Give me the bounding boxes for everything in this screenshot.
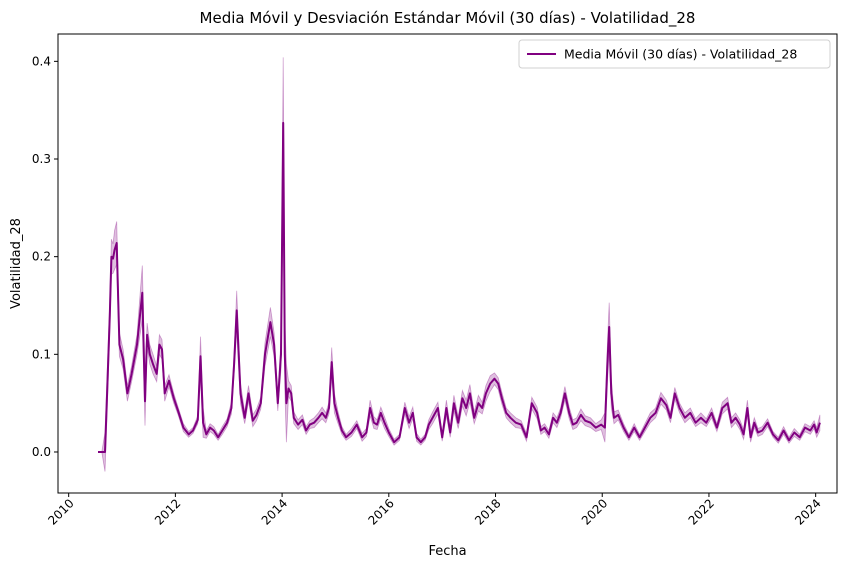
- x-tick-label: 2018: [472, 496, 503, 527]
- x-tick-label: 2020: [579, 496, 610, 527]
- chart-title: Media Móvil y Desviación Estándar Móvil …: [200, 9, 696, 28]
- x-tick-label: 2016: [365, 496, 396, 527]
- legend-entry-label: Media Móvil (30 días) - Volatilidad_28: [564, 47, 797, 62]
- y-tick-label: 0.3: [32, 152, 51, 166]
- plot-area-frame: [57, 33, 838, 494]
- y-tick-label: 0.0: [32, 445, 51, 459]
- x-axis-ticks: 2010 2012 2014 2016 2018 2020 2022 2024: [45, 493, 824, 528]
- legend: Media Móvil (30 días) - Volatilidad_28: [518, 39, 831, 69]
- x-tick-label: 2014: [259, 496, 290, 527]
- x-tick-label: 2012: [152, 496, 183, 527]
- x-tick-label: 2024: [792, 496, 823, 527]
- std-band: [98, 57, 821, 472]
- x-tick-label: 2010: [45, 496, 76, 527]
- y-tick-label: 0.2: [32, 250, 51, 264]
- x-axis-label: Fecha: [428, 544, 466, 559]
- std-band-layer: [98, 57, 821, 472]
- y-axis-label: Volatilidad_28: [9, 218, 24, 309]
- y-axis-ticks: 0.0 0.1 0.2 0.3 0.4: [32, 54, 58, 459]
- moving-average-line: [98, 121, 821, 453]
- y-tick-label: 0.4: [32, 54, 51, 68]
- x-tick-label: 2022: [686, 496, 717, 527]
- y-tick-label: 0.1: [32, 347, 51, 361]
- moving-average-line-layer: [98, 121, 821, 453]
- legend-box: [518, 39, 831, 69]
